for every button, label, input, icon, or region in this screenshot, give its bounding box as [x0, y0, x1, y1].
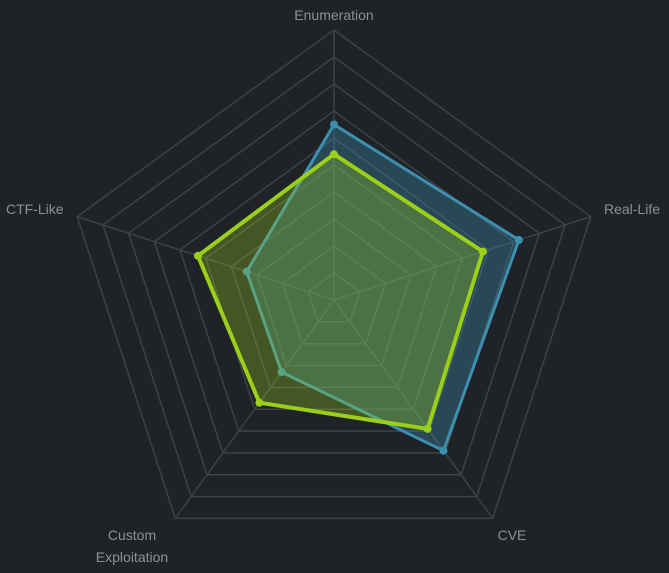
grid-ring	[76, 29, 592, 520]
series-2-point-2[interactable]	[478, 247, 487, 256]
axis-labels: Enumeration Real-Life CVE Custom Exploitatio…	[6, 7, 660, 565]
axis-label-cve: CVE	[498, 527, 527, 543]
radar-series	[193, 120, 523, 455]
grid-spoke	[333, 299, 494, 519]
grid-ring	[204, 164, 464, 410]
axis-label-custom-exploitation: Custom Exploitation	[96, 527, 168, 565]
series-1-point-4[interactable]	[277, 368, 286, 377]
series-2-point-1[interactable]	[330, 150, 338, 159]
grid-ring	[179, 137, 489, 432]
series-1-point-3[interactable]	[439, 446, 448, 455]
series-1-point-5[interactable]	[242, 267, 251, 276]
series-2-area	[195, 152, 485, 431]
grid-ring	[256, 218, 412, 367]
grid-ring	[281, 245, 387, 345]
axis-label-real-life: Real-Life	[604, 201, 660, 217]
series-2-point-5[interactable]	[193, 251, 202, 260]
grid-ring	[127, 83, 541, 476]
series-1-area	[245, 123, 521, 453]
grid-ring	[307, 272, 361, 323]
grid-ring	[230, 191, 438, 389]
grid-ring	[102, 56, 566, 498]
series-1-point-1[interactable]	[330, 120, 338, 129]
grid-spoke	[76, 215, 335, 301]
series-1-point-2[interactable]	[514, 235, 523, 244]
grid-ring	[153, 110, 515, 454]
radar-grid	[76, 29, 592, 520]
series-2-point-3[interactable]	[423, 424, 432, 433]
grid-spoke	[174, 299, 335, 519]
axis-label-enumeration: Enumeration	[294, 7, 373, 23]
grid-spoke	[333, 215, 592, 301]
axis-label-ctf-like: CTF-Like	[6, 201, 64, 217]
series-2-point-4[interactable]	[255, 398, 264, 407]
